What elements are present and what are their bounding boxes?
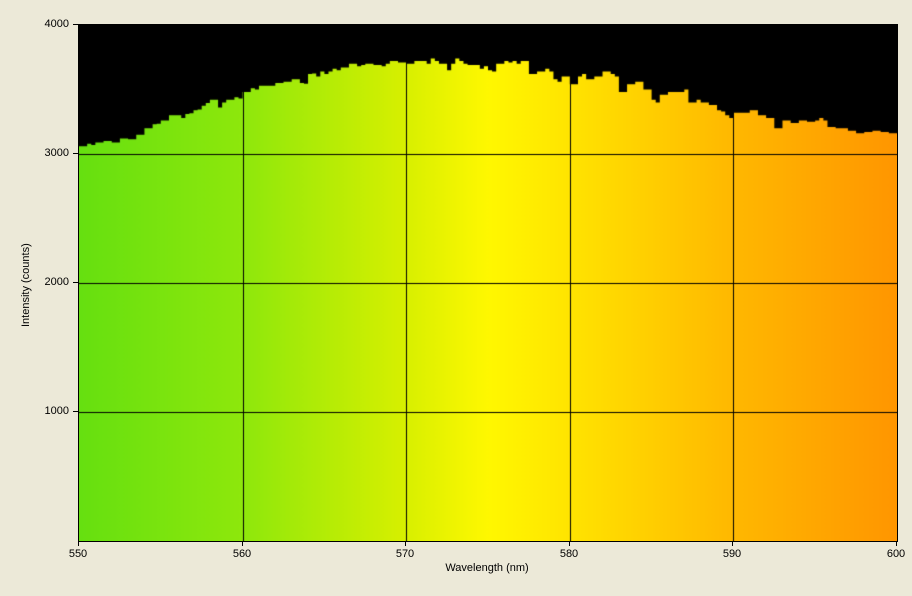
tick-mark — [405, 541, 406, 546]
tick-mark — [78, 541, 79, 546]
y-tick-label: 2000 — [45, 276, 69, 288]
tick-mark — [73, 24, 78, 25]
tick-mark — [569, 541, 570, 546]
tick-mark — [242, 541, 243, 546]
tick-mark — [73, 153, 78, 154]
x-tick-label: 570 — [396, 548, 414, 560]
spectrum-canvas — [79, 25, 897, 541]
tick-mark — [73, 411, 78, 412]
tick-mark — [73, 282, 78, 283]
plot-area — [78, 24, 898, 542]
tick-mark — [896, 541, 897, 546]
x-tick-label: 600 — [887, 548, 905, 560]
chart-root: 550 560 570 580 590 600 1000 2000 3000 4000 Inten… — [0, 0, 912, 596]
x-tick-label: 550 — [69, 548, 87, 560]
y-tick-label: 1000 — [45, 405, 69, 417]
x-axis-title: Wavelength (nm) — [445, 562, 528, 574]
y-axis-title: Intensity (counts) — [20, 243, 32, 327]
x-tick-label: 590 — [723, 548, 741, 560]
x-tick-label: 580 — [560, 548, 578, 560]
y-tick-label: 3000 — [45, 147, 69, 159]
x-tick-label: 560 — [233, 548, 251, 560]
y-tick-label: 4000 — [45, 18, 69, 30]
tick-mark — [732, 541, 733, 546]
